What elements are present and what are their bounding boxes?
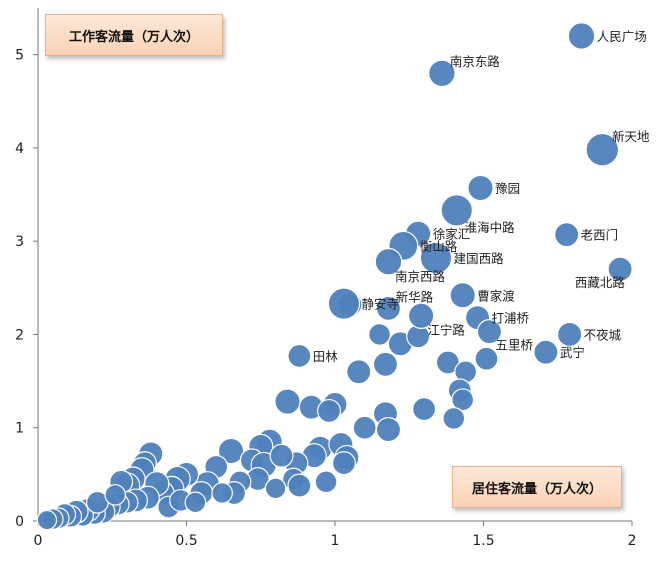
x-tick-label: 0 bbox=[34, 533, 43, 549]
point-label: 江宁路 bbox=[427, 322, 465, 337]
y-tick-label: 2 bbox=[15, 327, 24, 343]
point-label: 西藏北路 bbox=[575, 275, 626, 290]
bubble-layer bbox=[36, 22, 633, 531]
data-point bbox=[217, 437, 245, 465]
point-label: 打浦桥 bbox=[492, 311, 530, 326]
labeled-data-point bbox=[554, 222, 580, 248]
data-point bbox=[331, 451, 356, 476]
data-point bbox=[352, 415, 377, 440]
point-label: 曹家渡 bbox=[477, 288, 515, 303]
data-point bbox=[372, 351, 399, 377]
point-label: 徐家汇 bbox=[433, 227, 471, 242]
labeled-data-point bbox=[327, 287, 361, 320]
data-point bbox=[269, 443, 294, 468]
x-tick-label: 1 bbox=[331, 533, 340, 549]
data-point bbox=[317, 398, 342, 423]
x-tick-label: 2 bbox=[628, 533, 637, 549]
y-tick-label: 0 bbox=[15, 514, 24, 530]
labeled-data-point bbox=[440, 194, 473, 227]
point-label: 五里桥 bbox=[495, 338, 533, 353]
data-point bbox=[36, 509, 58, 531]
labeled-data-point bbox=[428, 59, 456, 88]
data-point bbox=[412, 397, 437, 422]
data-point bbox=[264, 477, 287, 500]
point-label: 不夜城 bbox=[584, 327, 622, 342]
point-label: 武宁 bbox=[560, 345, 585, 360]
labeled-data-point bbox=[476, 319, 503, 345]
labeled-data-point bbox=[607, 256, 633, 282]
labeled-data-point bbox=[419, 241, 453, 275]
point-label: 新天地 bbox=[612, 129, 650, 144]
labeled-data-point bbox=[467, 174, 494, 202]
x-axis-label: 居住客流量（万人次） bbox=[452, 466, 622, 508]
x-tick-label: 0.5 bbox=[175, 533, 197, 549]
labeled-data-point bbox=[567, 22, 596, 50]
data-point bbox=[474, 346, 499, 371]
point-label: 南京西路 bbox=[395, 269, 446, 284]
axis-ticks: 0 0.5 1 1.5 2 0 1 2 3 4 5 bbox=[15, 48, 636, 549]
point-label: 静安寺 bbox=[362, 297, 400, 312]
labeled-data-point bbox=[375, 295, 402, 321]
labeled-data-point bbox=[374, 247, 403, 276]
data-point bbox=[211, 482, 233, 504]
labeled-data-point bbox=[533, 339, 559, 365]
data-point bbox=[368, 323, 391, 346]
point-label: 人民广场 bbox=[597, 29, 647, 44]
y-tick-label: 1 bbox=[15, 421, 24, 437]
data-point bbox=[184, 491, 207, 514]
data-point bbox=[274, 388, 301, 415]
data-point bbox=[287, 473, 312, 498]
data-point bbox=[451, 388, 475, 412]
point-label: 田林 bbox=[313, 349, 339, 364]
labeled-data-point bbox=[449, 282, 476, 309]
data-point bbox=[104, 484, 127, 506]
data-point bbox=[375, 416, 402, 443]
point-label: 淮海中路 bbox=[465, 220, 516, 235]
labeled-data-point bbox=[287, 343, 312, 368]
point-label: 南京东路 bbox=[450, 54, 501, 69]
x-tick-label: 1.5 bbox=[472, 533, 494, 549]
data-point bbox=[442, 407, 466, 430]
labeled-data-point bbox=[407, 302, 435, 329]
point-label: 新华路 bbox=[396, 290, 434, 305]
y-axis-label: 工作客流量（万人次） bbox=[45, 14, 223, 56]
y-tick-label: 4 bbox=[15, 141, 24, 157]
point-label: 豫园 bbox=[495, 181, 520, 196]
point-label: 老西门 bbox=[581, 228, 619, 243]
y-tick-label: 5 bbox=[15, 48, 24, 64]
point-label: 衡山路 bbox=[420, 239, 458, 254]
labeled-data-point bbox=[585, 132, 620, 167]
y-tick-label: 3 bbox=[15, 234, 24, 250]
point-label: 建国西路 bbox=[454, 251, 505, 266]
labeled-data-point bbox=[557, 321, 583, 348]
data-point bbox=[314, 470, 338, 494]
data-point bbox=[346, 359, 372, 385]
